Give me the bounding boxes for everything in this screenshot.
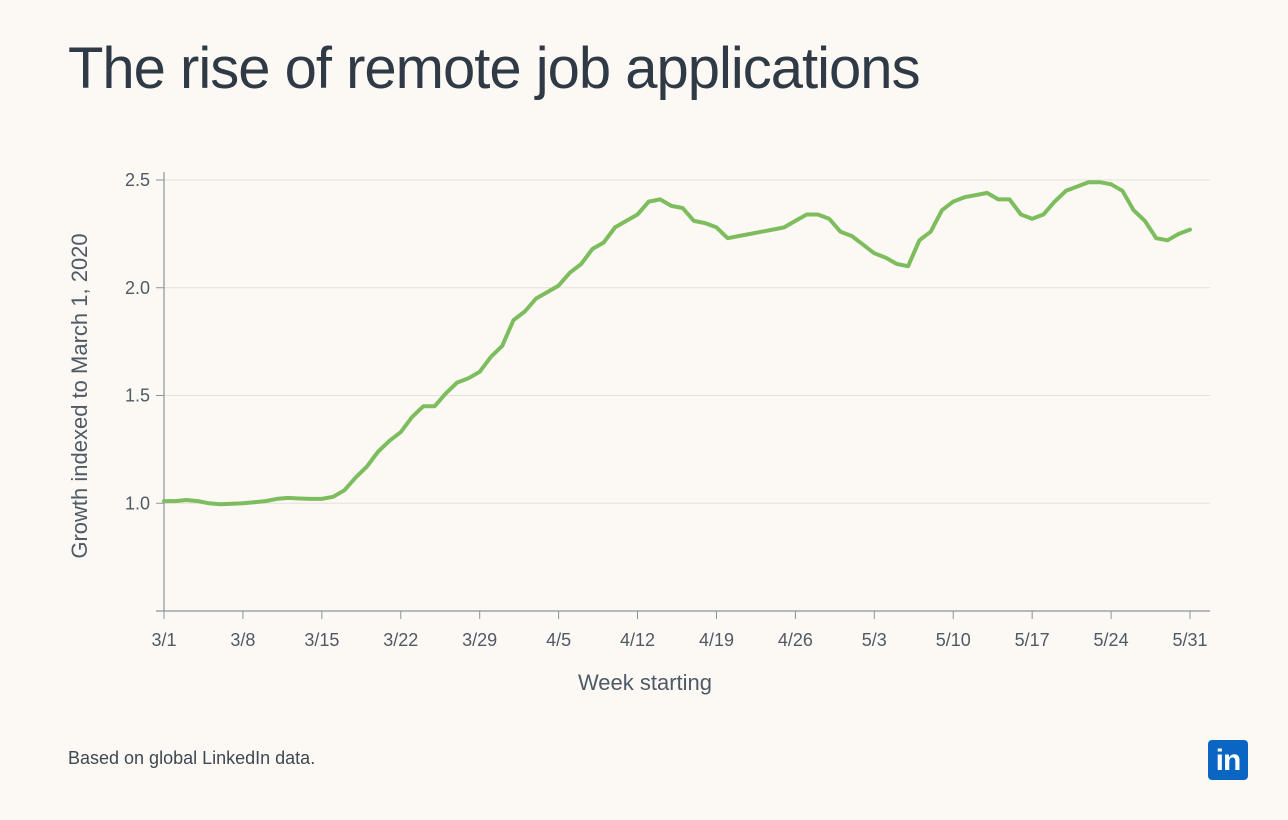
x-tick-label: 3/8 [230,630,255,650]
x-tick-label: 5/17 [1015,630,1050,650]
x-tick-label: 4/26 [778,630,813,650]
y-axis-title: Growth indexed to March 1, 2020 [67,233,92,558]
x-tick-label: 4/5 [546,630,571,650]
x-tick-label: 5/24 [1094,630,1129,650]
logo-text: in [1215,744,1242,777]
chart-title: The rise of remote job applications [68,36,921,101]
x-axis-ticks: 3/1 3/8 3/15 3/22 3/29 4/5 4/12 4/19 4/26 5/3 5/10… [151,611,1208,650]
x-axis-title: Week starting [578,670,712,695]
x-tick-label: 4/12 [620,630,655,650]
x-tick-label: 3/29 [462,630,497,650]
y-axis-ticks: 1.0 1.5 2.0 2.5 [125,170,164,612]
y-tick-label: 1.5 [125,386,150,406]
x-tick-label: 5/31 [1172,630,1207,650]
y-tick-label: 2.5 [125,170,150,190]
x-tick-label: 3/22 [383,630,418,650]
axes [156,172,1210,612]
x-tick-label: 3/15 [304,630,339,650]
series-line [162,180,1192,507]
series-layer [162,180,1192,507]
y-tick-label: 2.0 [125,278,150,298]
x-tick-label: 5/3 [862,630,887,650]
x-tick-label: 4/19 [699,630,734,650]
source-footnote: Based on global LinkedIn data. [68,748,316,768]
x-tick-label: 5/10 [936,630,971,650]
y-tick-label: 1.0 [125,493,150,513]
linkedin-logo-icon: in [1208,740,1248,780]
grid-lines [164,179,1210,504]
x-tick-label: 3/1 [151,630,176,650]
